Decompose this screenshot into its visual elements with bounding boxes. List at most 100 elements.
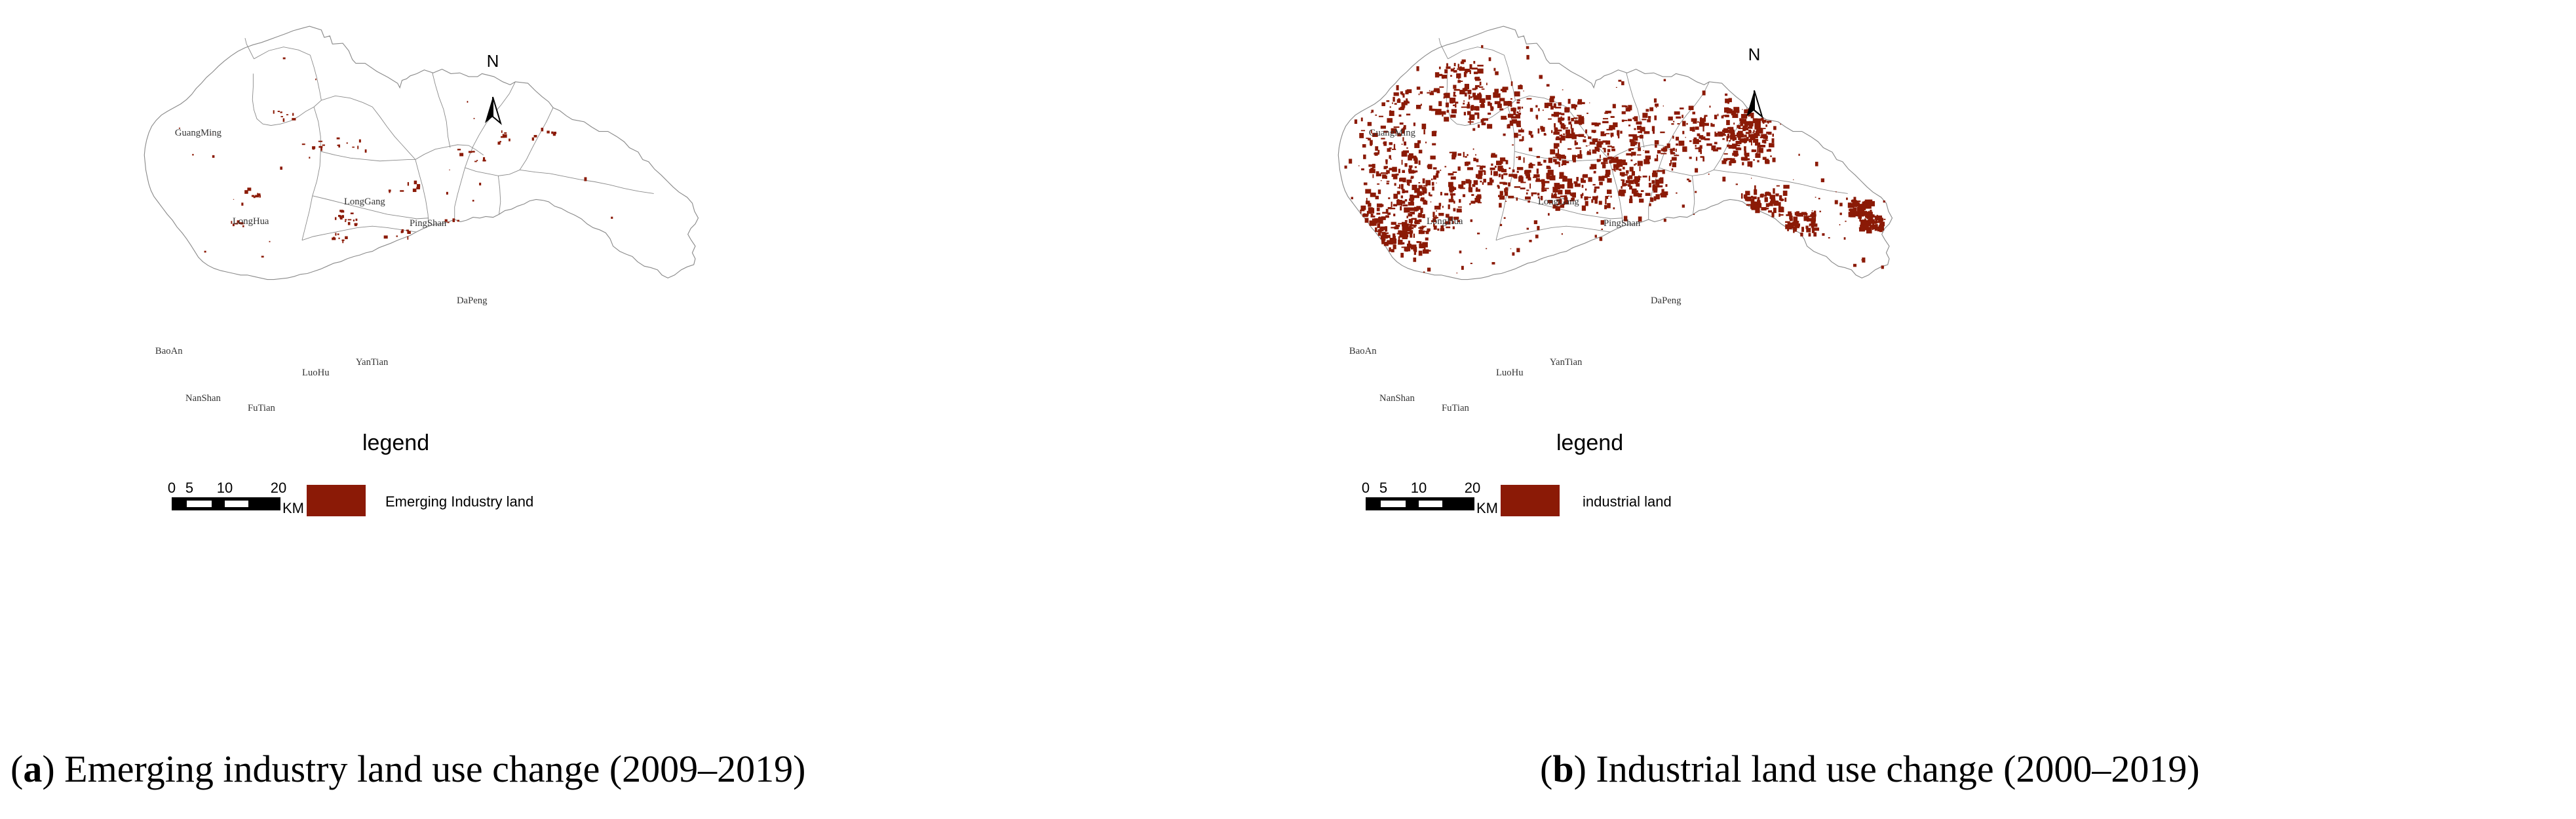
district-border xyxy=(252,47,322,126)
land-patch xyxy=(1668,116,1673,121)
land-patch xyxy=(1770,155,1772,157)
land-patch xyxy=(1633,179,1636,182)
land-patch xyxy=(1481,88,1485,90)
land-patch xyxy=(1579,150,1582,155)
land-patch xyxy=(1561,113,1565,115)
land-patch xyxy=(1406,179,1412,183)
land-patch xyxy=(1429,92,1434,96)
land-patch xyxy=(1585,145,1588,147)
land-patch xyxy=(1858,214,1860,219)
land-patch xyxy=(1574,120,1579,124)
land-patch xyxy=(1412,170,1418,173)
land-patch xyxy=(446,191,448,195)
land-patch xyxy=(1367,213,1369,216)
land-patch xyxy=(1408,170,1415,174)
land-patch xyxy=(1674,155,1680,157)
land-patch xyxy=(1596,159,1601,162)
land-patch xyxy=(1612,104,1616,109)
land-patch xyxy=(1578,116,1585,122)
land-patch xyxy=(1528,163,1533,168)
land-patch xyxy=(1592,196,1598,200)
land-patch xyxy=(345,236,348,240)
land-patch xyxy=(1528,177,1531,181)
land-patch xyxy=(1452,171,1457,173)
land-patch xyxy=(1490,102,1492,108)
district-border xyxy=(320,151,415,162)
land-patch xyxy=(1594,170,1596,174)
land-patch xyxy=(1586,112,1588,114)
scale-tick-5: 5 xyxy=(1379,480,1387,496)
land-patch xyxy=(1366,197,1368,203)
land-patch xyxy=(1748,129,1752,132)
land-patch xyxy=(1750,204,1755,209)
land-patch xyxy=(1389,247,1391,252)
land-patch xyxy=(1741,138,1748,143)
land-patch xyxy=(472,199,474,202)
land-patch xyxy=(1594,198,1598,204)
land-patch xyxy=(1423,185,1428,187)
land-patch xyxy=(1875,223,1877,229)
land-patch xyxy=(1362,144,1366,148)
land-patch xyxy=(1783,185,1790,189)
land-patch xyxy=(1520,181,1526,183)
land-patch xyxy=(1481,45,1484,48)
land-patch xyxy=(1360,209,1362,214)
land-patch xyxy=(1411,212,1415,215)
land-patch xyxy=(1487,124,1493,129)
land-patch xyxy=(1593,131,1596,134)
land-patch xyxy=(1438,66,1441,69)
land-patch xyxy=(1805,225,1809,229)
land-patch xyxy=(1767,131,1772,135)
land-patch xyxy=(1509,167,1511,170)
map-canvas-b: GuangMing LongHua LongGang PingShan DaPe… xyxy=(1337,26,1893,516)
land-patch xyxy=(1417,191,1422,196)
land-patch xyxy=(1864,221,1870,224)
land-patch xyxy=(1866,227,1872,230)
land-patch xyxy=(1419,91,1423,94)
land-patch xyxy=(1699,145,1702,149)
land-patch xyxy=(1392,102,1393,104)
land-patch xyxy=(1839,202,1843,206)
land-patch xyxy=(1853,197,1856,201)
district-border xyxy=(301,225,417,241)
land-patch xyxy=(1562,127,1569,129)
land-patch xyxy=(1761,207,1767,211)
land-patch xyxy=(1404,207,1410,213)
district-border xyxy=(1609,159,1623,227)
land-patch xyxy=(1413,206,1419,211)
land-patch xyxy=(1868,199,1873,202)
land-patch xyxy=(1606,128,1613,131)
land-patch xyxy=(1478,92,1481,95)
land-patch xyxy=(1872,221,1875,224)
land-patch xyxy=(1464,83,1469,90)
land-patch xyxy=(1864,199,1871,204)
land-patch xyxy=(238,222,240,224)
land-patch xyxy=(1479,81,1482,86)
land-patch xyxy=(1820,178,1824,183)
land-patch xyxy=(338,237,340,239)
land-patch xyxy=(1459,81,1463,82)
land-patch xyxy=(1746,136,1749,142)
land-patch xyxy=(1737,124,1741,128)
land-patch xyxy=(1523,157,1525,163)
land-patch xyxy=(1617,162,1622,166)
land-patch xyxy=(235,223,239,225)
land-patch xyxy=(1446,66,1451,69)
land-patch xyxy=(1371,222,1377,224)
land-patch xyxy=(1801,212,1807,216)
land-patch xyxy=(1379,227,1382,233)
land-patch xyxy=(1383,142,1385,145)
land-patch xyxy=(1520,187,1526,190)
land-patch xyxy=(407,236,409,240)
land-patch xyxy=(1566,133,1567,135)
land-patch xyxy=(1479,167,1484,170)
land-patch xyxy=(1706,132,1710,136)
land-patch xyxy=(1393,174,1398,180)
land-patch xyxy=(1474,112,1480,115)
north-arrow-icon: N xyxy=(1746,45,1763,119)
land-patch xyxy=(1628,134,1635,137)
land-patch xyxy=(1862,257,1866,263)
land-patch xyxy=(1372,132,1378,138)
land-patch xyxy=(1617,130,1620,136)
land-patch xyxy=(1516,197,1518,201)
